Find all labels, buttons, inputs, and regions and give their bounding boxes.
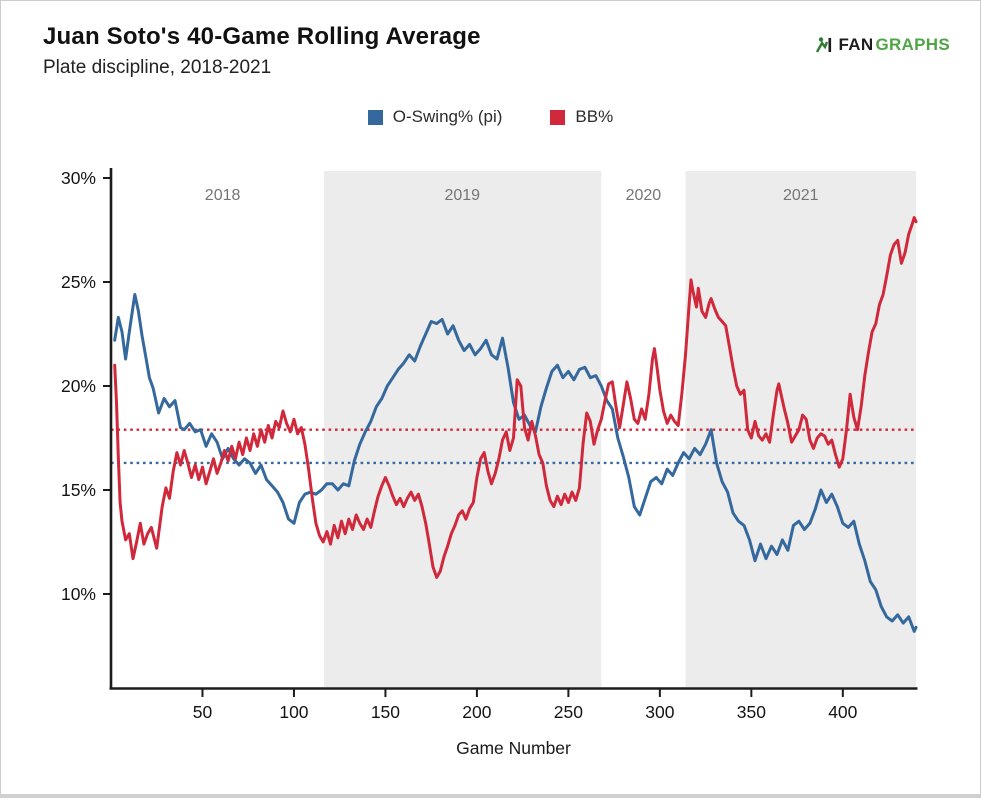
y-tick-label-25: 25% bbox=[61, 272, 96, 292]
legend-item-oswing[interactable]: O-Swing% (pi) bbox=[367, 107, 503, 127]
oswing-legend-swatch bbox=[367, 109, 383, 125]
fangraphs-logo-text-fan: FAN bbox=[838, 35, 874, 54]
season-band-2021 bbox=[685, 171, 916, 687]
x-axis-title: Game Number bbox=[456, 738, 571, 758]
fangraphs-logo[interactable]: FAN GRAPHS bbox=[814, 35, 950, 55]
bb-line bbox=[113, 216, 918, 579]
oswing-line bbox=[113, 293, 918, 633]
fangraphs-logo-icon bbox=[814, 35, 834, 55]
y-tick-label-30: 30% bbox=[61, 168, 96, 188]
x-tick-label-350: 350 bbox=[737, 702, 766, 722]
year-label-2019: 2019 bbox=[444, 187, 480, 204]
x-tick-label-150: 150 bbox=[371, 702, 400, 722]
y-tick-label-20: 20% bbox=[61, 376, 96, 396]
year-label-2018: 2018 bbox=[205, 187, 241, 204]
x-tick-label-50: 50 bbox=[193, 702, 213, 722]
oswing-legend-label: O-Swing% (pi) bbox=[392, 107, 503, 126]
x-tick-label-200: 200 bbox=[462, 702, 491, 722]
x-tick-label-100: 100 bbox=[279, 702, 308, 722]
x-tick-label-250: 250 bbox=[554, 702, 583, 722]
page-title: Juan Soto's 40-Game Rolling Average bbox=[43, 23, 481, 50]
chart-legend: O-Swing% (pi) BB% bbox=[1, 107, 980, 127]
year-label-2020: 2020 bbox=[626, 187, 662, 204]
bb-legend-swatch bbox=[550, 109, 566, 125]
x-tick-label-300: 300 bbox=[645, 702, 674, 722]
fangraphs-logo-text-graphs: GRAPHS bbox=[875, 35, 950, 54]
y-tick-label-15: 15% bbox=[61, 480, 96, 500]
y-tick-label-10: 10% bbox=[61, 584, 96, 604]
page-subtitle: Plate discipline, 2018-2021 bbox=[43, 57, 272, 78]
year-label-2021: 2021 bbox=[783, 187, 819, 204]
x-tick-label-400: 400 bbox=[828, 702, 857, 722]
bb-legend-label: BB% bbox=[575, 107, 614, 126]
legend-item-bb[interactable]: BB% bbox=[550, 107, 613, 127]
